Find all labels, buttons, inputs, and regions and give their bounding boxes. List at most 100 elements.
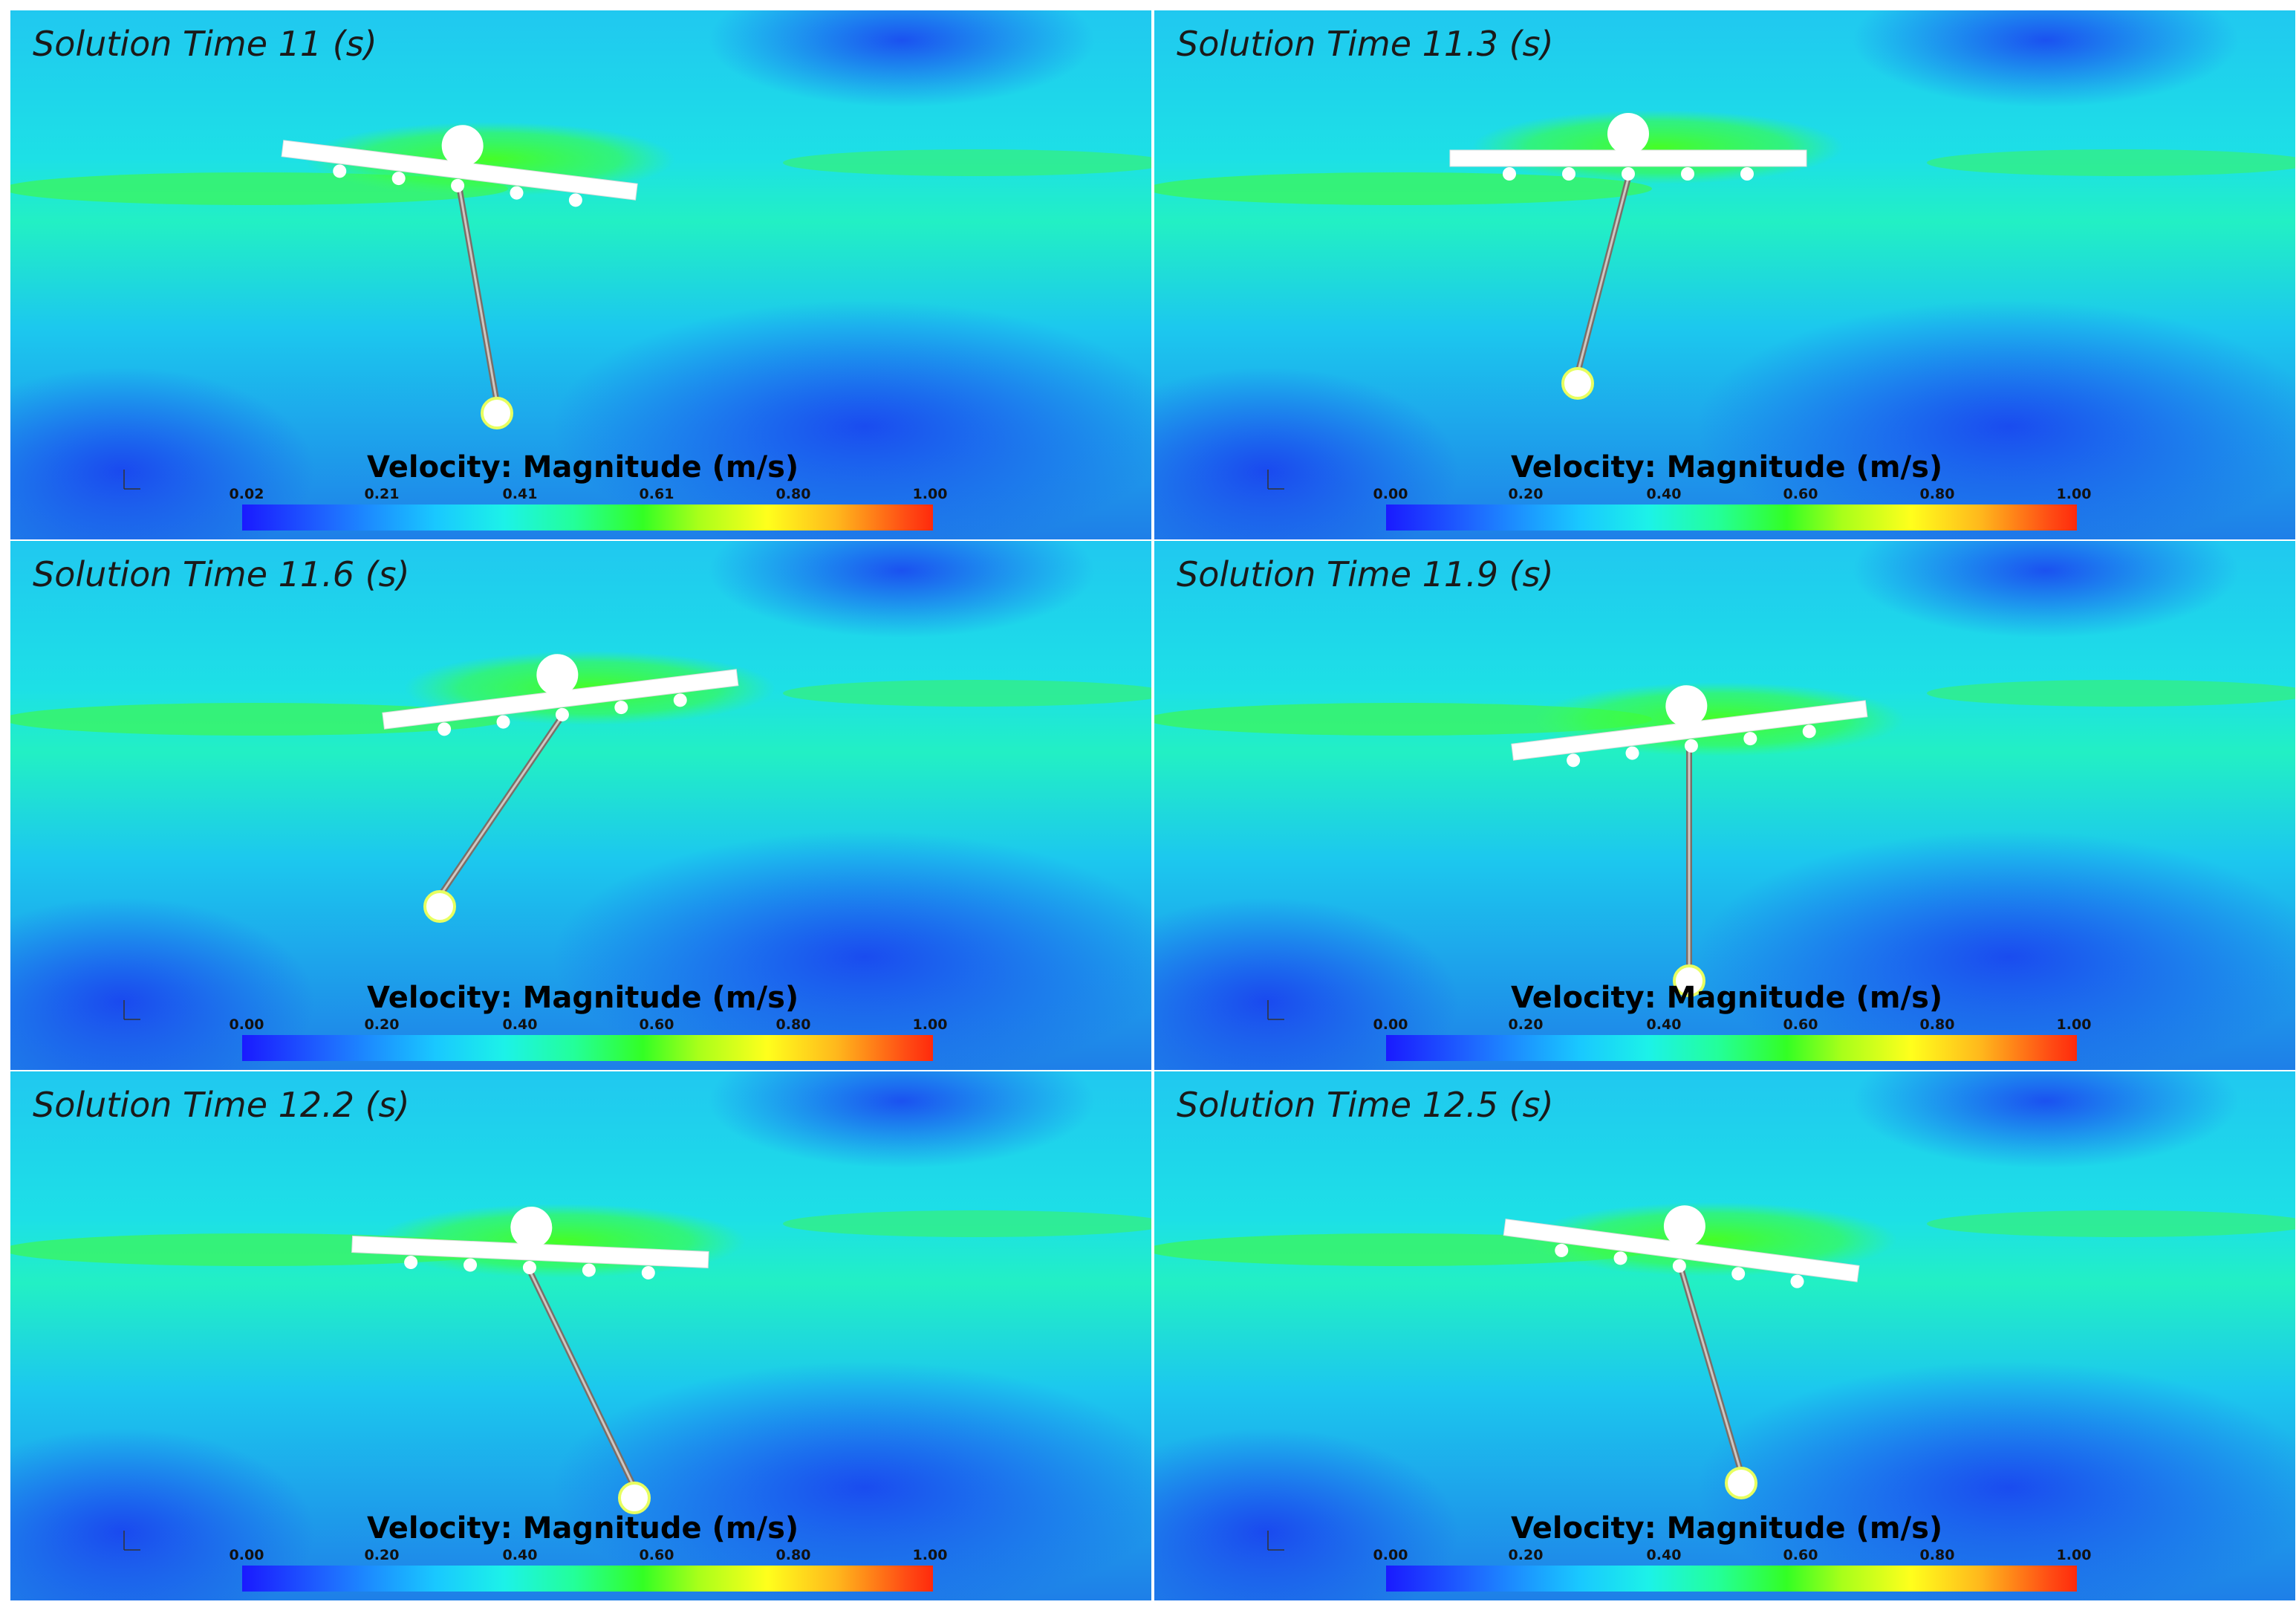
panel-title: Solution Time 11 (s) (33, 24, 377, 64)
axis-triad-icon (1262, 994, 1292, 1024)
low-velocity-region (1853, 1071, 2239, 1168)
colorbar-title: Velocity: Magnitude (m/s) (1511, 450, 1943, 484)
velocity-field (1154, 10, 2295, 539)
colorbar-title: Velocity: Magnitude (m/s) (1511, 981, 1943, 1015)
colorbar-tick: 0.80 (775, 1016, 811, 1033)
low-velocity-region (1697, 1361, 2295, 1600)
tether-highlight (438, 718, 562, 897)
colorbar-tick: 0.60 (1783, 486, 1818, 502)
colorbar-title: Velocity: Magnitude (m/s) (367, 450, 799, 484)
low-velocity-region (10, 898, 315, 1070)
panel-title: Solution Time 12.2 (s) (33, 1085, 410, 1125)
panel-title: Solution Time 12.5 (s) (1177, 1085, 1554, 1125)
colorbar-tick: 1.00 (2056, 1547, 2092, 1563)
low-velocity-region (1853, 541, 2239, 638)
panel-time-12-5: Solution Time 12.5 (s) Velocity: Magnitu… (1154, 1071, 2295, 1600)
panel-time-11-6: Solution Time 11.6 (s) Velocity: Magnitu… (10, 541, 1151, 1070)
panel-title: Solution Time 11.3 (s) (1177, 24, 1554, 64)
floating-rig (1449, 113, 1807, 181)
colorbar (1386, 1035, 2077, 1061)
float (510, 186, 524, 200)
tether-highlight (1576, 178, 1630, 374)
buoy (1663, 1205, 1705, 1248)
float (1503, 167, 1516, 181)
float (464, 1258, 478, 1272)
wake-band (1927, 1210, 2295, 1237)
low-velocity-region (1853, 10, 2239, 107)
colorbar-title: Velocity: Magnitude (m/s) (367, 1511, 799, 1545)
colorbar-tick: 0.00 (1373, 486, 1408, 502)
colorbar-tick: 0.00 (1373, 1016, 1408, 1033)
tether-highlight (458, 189, 498, 403)
low-velocity-region (1154, 367, 1459, 539)
panel-time-11-9: Solution Time 11.9 (s) Velocity: Magnitu… (1154, 541, 2295, 1070)
axis-triad-icon (1262, 464, 1292, 493)
velocity-field (10, 10, 1151, 539)
float (1567, 753, 1581, 768)
low-velocity-region (553, 831, 1151, 1070)
float (391, 172, 406, 186)
colorbar (242, 1035, 933, 1061)
colorbar-tick: 0.80 (1919, 1547, 1955, 1563)
colorbar-tick: 0.60 (639, 1547, 674, 1563)
low-velocity-region (709, 10, 1095, 107)
float (614, 701, 628, 715)
colorbar-tick: 0.60 (639, 1016, 674, 1033)
anchor-ball (423, 890, 456, 923)
floating-rig (382, 654, 739, 736)
anchor-ball (1673, 964, 1705, 997)
float (451, 178, 465, 192)
float (1625, 746, 1639, 760)
colorbar-title: Velocity: Magnitude (m/s) (1511, 1511, 1943, 1545)
colorbar (1386, 1566, 2077, 1592)
float (1790, 1274, 1804, 1288)
colorbar-tick: 1.00 (2056, 486, 2092, 502)
floating-rig (351, 1207, 709, 1279)
axis-triad-icon (118, 1525, 148, 1554)
colorbar (1386, 505, 2077, 531)
colorbar-tick: 0.20 (1508, 486, 1544, 502)
float (568, 193, 582, 207)
buoy (1607, 113, 1649, 155)
float (333, 164, 347, 178)
low-velocity-region (553, 1361, 1151, 1600)
anchor-ball (1561, 367, 1594, 400)
float (582, 1263, 596, 1277)
wake-band (783, 149, 1151, 176)
float (522, 1260, 536, 1274)
wake-band (1927, 680, 2295, 707)
float (496, 715, 510, 729)
wake-band (10, 703, 508, 736)
colorbar-tick: 0.20 (364, 1016, 400, 1033)
colorbar-tick: 0.00 (229, 1547, 264, 1563)
float (673, 693, 687, 707)
anchor-ball (481, 397, 513, 429)
low-velocity-region (1154, 898, 1459, 1070)
low-velocity-region (1697, 831, 2295, 1070)
buoy (536, 654, 579, 696)
float (555, 707, 569, 721)
colorbar-tick: 0.61 (639, 486, 674, 502)
figure-grid: Solution Time 11 (s) Velocity: Magnitude… (10, 10, 2296, 1614)
panel-time-11: Solution Time 11 (s) Velocity: Magnitude… (10, 10, 1151, 539)
panel-title: Solution Time 11.6 (s) (33, 554, 410, 594)
floating-rig (281, 125, 638, 207)
colorbar-tick: 0.60 (1783, 1016, 1818, 1033)
colorbar-tick: 1.00 (2056, 1016, 2092, 1033)
velocity-field (10, 541, 1151, 1070)
wake-band (783, 1210, 1151, 1237)
colorbar-tick: 0.20 (364, 1547, 400, 1563)
float (1555, 1243, 1569, 1257)
low-velocity-region (10, 1428, 315, 1600)
axis-triad-icon (1262, 1525, 1292, 1554)
panel-title: Solution Time 11.9 (s) (1177, 554, 1554, 594)
colorbar-tick: 0.20 (1508, 1547, 1544, 1563)
colorbar (242, 505, 933, 531)
axis-triad-icon (118, 994, 148, 1024)
colorbar-tick: 0.80 (775, 486, 811, 502)
colorbar-tick: 0.21 (364, 486, 400, 502)
colorbar-tick: 0.20 (1508, 1016, 1544, 1033)
buoy (1665, 685, 1708, 727)
colorbar-tick: 1.00 (912, 486, 948, 502)
float (641, 1265, 655, 1279)
